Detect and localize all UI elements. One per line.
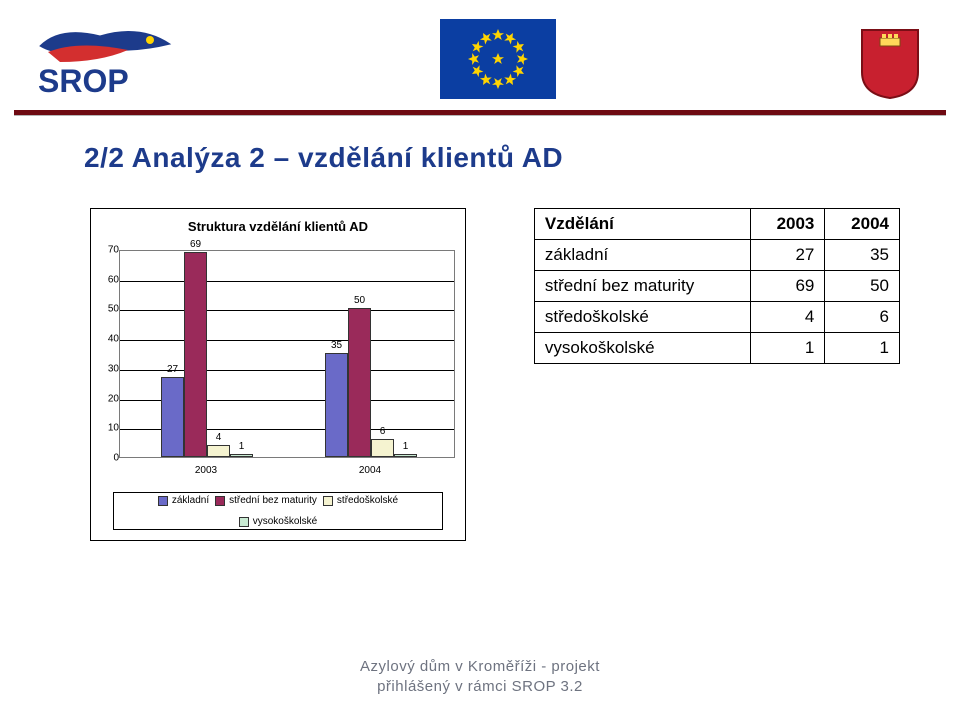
y-tick: 20 — [99, 393, 119, 404]
table-cell: 35 — [825, 240, 900, 271]
bar: 1 — [230, 454, 253, 457]
legend-item: základní — [158, 493, 209, 508]
legend-label: středoškolské — [337, 495, 398, 506]
legend-label: střední bez maturity — [229, 495, 317, 506]
content-row: Struktura vzdělání klientů AD 2769413550… — [0, 208, 960, 541]
table-cell: 27 — [750, 240, 825, 271]
bar: 4 — [207, 445, 230, 457]
table-cell: 6 — [825, 302, 900, 333]
bar: 27 — [161, 377, 184, 457]
table-row: vysokoškolské11 — [534, 333, 899, 364]
bar: 50 — [348, 308, 371, 457]
y-tick: 60 — [99, 274, 119, 285]
footer: Azylový dům v Kroměříži - projekt přihlá… — [0, 657, 960, 696]
table-body: základní2735střední bez maturity6950stře… — [534, 240, 899, 364]
svg-text:SROP: SROP — [38, 63, 129, 99]
bar-group: 276941 — [142, 252, 272, 457]
y-tick: 30 — [99, 363, 119, 374]
chart-plot: 276941355061 010203040506070 20032004 — [95, 250, 457, 478]
legend-swatch — [323, 496, 333, 506]
table-cell: středoškolské — [534, 302, 750, 333]
legend-item: vysokoškolské — [239, 514, 317, 529]
table-cell: 50 — [825, 271, 900, 302]
chart-title: Struktura vzdělání klientů AD — [91, 209, 465, 250]
chart-container: Struktura vzdělání klientů AD 2769413550… — [90, 208, 466, 541]
legend-swatch — [158, 496, 168, 506]
bar-value-label: 6 — [372, 426, 393, 437]
x-category-label: 2003 — [141, 465, 271, 476]
chart-legend: základní střední bez maturity středoškolsk… — [113, 492, 443, 530]
legend-swatch — [239, 517, 249, 527]
bar-value-label: 69 — [185, 239, 206, 250]
bar-value-label: 1 — [231, 441, 252, 452]
table-cell: vysokoškolské — [534, 333, 750, 364]
bar-value-label: 1 — [395, 441, 416, 452]
y-tick: 70 — [99, 245, 119, 256]
legend-label: vysokoškolské — [253, 516, 317, 527]
table-cell: základní — [534, 240, 750, 271]
header: SROP — [0, 0, 960, 110]
table-row: střední bez maturity6950 — [534, 271, 899, 302]
bar-value-label: 35 — [326, 340, 347, 351]
bar-value-label: 27 — [162, 364, 183, 375]
footer-line-2: přihlášený v rámci SROP 3.2 — [0, 677, 960, 697]
shield-logo — [860, 28, 920, 100]
table-header-cell: Vzdělání — [534, 209, 750, 240]
table-cell: 69 — [750, 271, 825, 302]
table-cell: 1 — [825, 333, 900, 364]
legend-label: základní — [172, 495, 209, 506]
bar: 6 — [371, 439, 394, 457]
table-header-cell: 2004 — [825, 209, 900, 240]
legend-swatch — [215, 496, 225, 506]
table-header-cell: 2003 — [750, 209, 825, 240]
srop-logo: SROP — [30, 18, 220, 100]
table-cell: 4 — [750, 302, 825, 333]
bar-value-label: 50 — [349, 295, 370, 306]
data-table: Vzdělání20032004 základní2735střední bez… — [534, 208, 900, 364]
bar-value-label: 4 — [208, 432, 229, 443]
y-tick: 40 — [99, 334, 119, 345]
plot-area: 276941355061 — [119, 250, 455, 458]
table-header-row: Vzdělání20032004 — [534, 209, 899, 240]
y-tick: 50 — [99, 304, 119, 315]
x-category-label: 2004 — [305, 465, 435, 476]
eu-flag-logo — [440, 19, 556, 99]
y-tick: 10 — [99, 423, 119, 434]
table-row: středoškolské46 — [534, 302, 899, 333]
footer-line-1: Azylový dům v Kroměříži - projekt — [0, 657, 960, 677]
bar-group: 355061 — [306, 308, 436, 457]
bar: 1 — [394, 454, 417, 457]
table-cell: 1 — [750, 333, 825, 364]
table-cell: střední bez maturity — [534, 271, 750, 302]
page-title: 2/2 Analýza 2 – vzdělání klientů AD — [0, 116, 960, 208]
bar: 69 — [184, 252, 207, 457]
legend-item: střední bez maturity — [215, 493, 317, 508]
table-row: základní2735 — [534, 240, 899, 271]
bar: 35 — [325, 353, 348, 457]
legend-item: středoškolské — [323, 493, 398, 508]
